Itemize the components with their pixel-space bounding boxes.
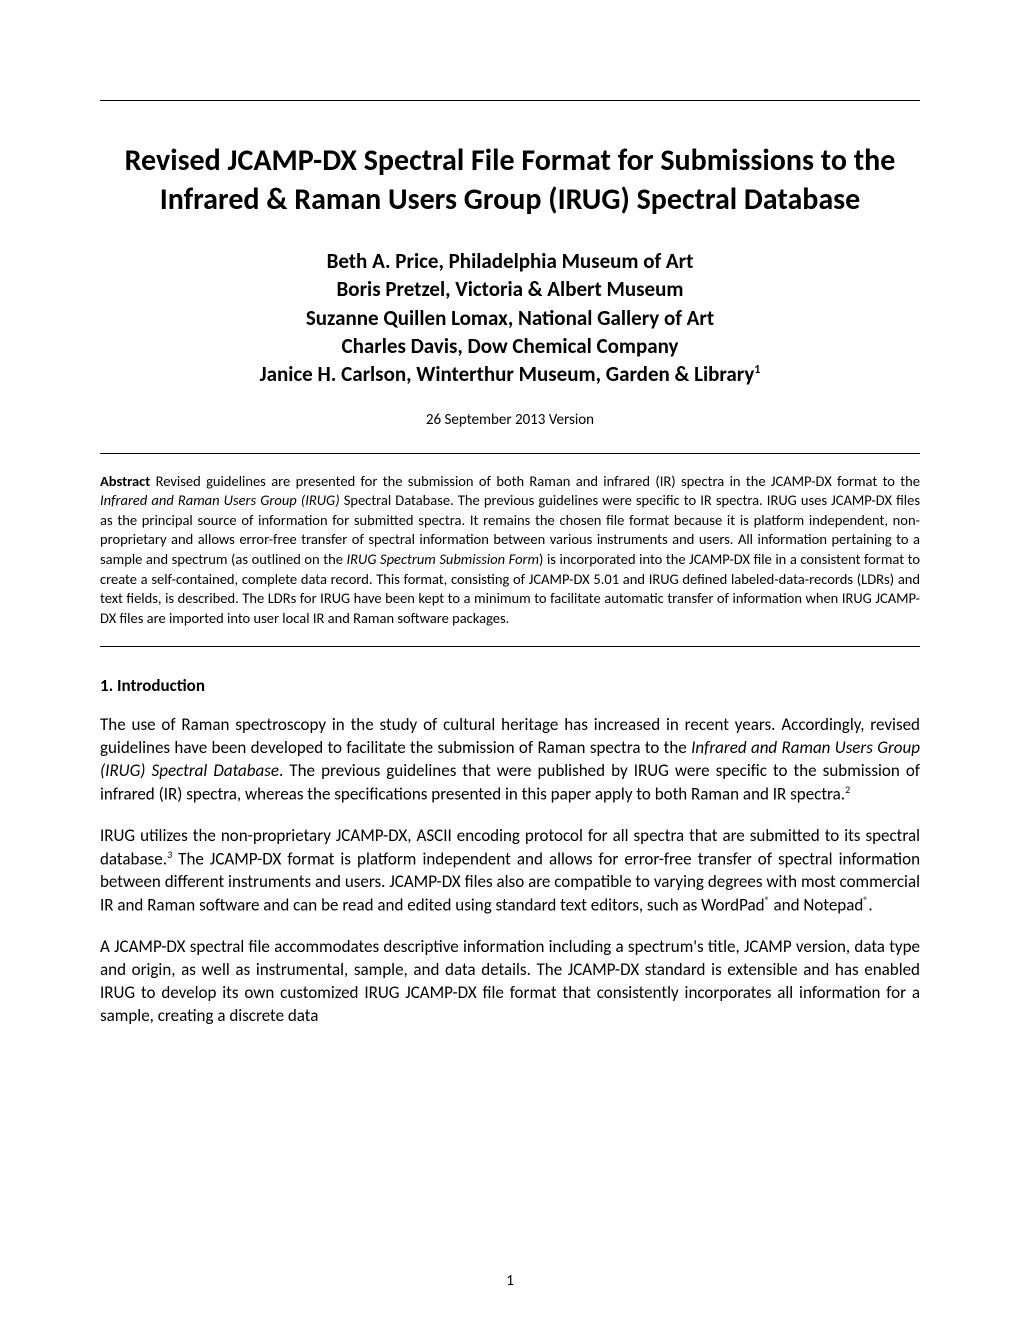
abstract-italic-a: Infrared and Raman Users Group (IRUG)	[100, 491, 340, 509]
author-line-4: Charles Davis, Dow Chemical Company	[342, 333, 679, 359]
version-date: 26 September 2013 Version	[100, 411, 920, 429]
author-line-3: Suzanne Quillen Lomax, National Gallery …	[306, 305, 714, 331]
author-line-1: Beth A. Price, Philadelphia Museum of Ar…	[327, 248, 694, 274]
para3-text-a: A JCAMP-DX spectral file accommodates de…	[100, 936, 920, 1026]
author-line-5: Janice H. Carlson, Winterthur Museum, Ga…	[260, 361, 755, 387]
author-footnote-ref: 1	[754, 363, 760, 377]
authors-block: Beth A. Price, Philadelphia Museum of Ar…	[100, 247, 920, 389]
section-1-heading: 1. Introduction	[100, 675, 920, 696]
abstract-text-a: Revised guidelines are presented for the…	[150, 472, 920, 490]
top-horizontal-rule	[100, 100, 920, 101]
body-paragraph-2: IRUG utilizes the non-proprietary JCAMP-…	[100, 825, 920, 918]
title-line-2: Infrared & Raman Users Group (IRUG) Spec…	[160, 181, 861, 218]
abstract-label: Abstract	[100, 472, 150, 490]
page-number: 1	[0, 1272, 1020, 1290]
para2-text-c: and Notepad	[770, 895, 864, 916]
body-paragraph-1: The use of Raman spectroscopy in the stu…	[100, 714, 920, 806]
title-line-1: Revised JCAMP-DX Spectral File Format fo…	[125, 142, 896, 179]
author-line-2: Boris Pretzel, Victoria & Albert Museum	[337, 276, 684, 302]
para2-text-d: .	[868, 895, 872, 916]
abstract-paragraph: Abstract Revised guidelines are presente…	[100, 472, 920, 629]
body-paragraph-3: A JCAMP-DX spectral file accommodates de…	[100, 936, 920, 1028]
document-title: Revised JCAMP-DX Spectral File Format fo…	[100, 141, 920, 219]
para1-footnote-ref: 2	[845, 783, 850, 796]
abstract-italic-b: IRUG Spectrum Submission Form	[346, 550, 539, 568]
abstract-section: Abstract Revised guidelines are presente…	[100, 453, 920, 648]
